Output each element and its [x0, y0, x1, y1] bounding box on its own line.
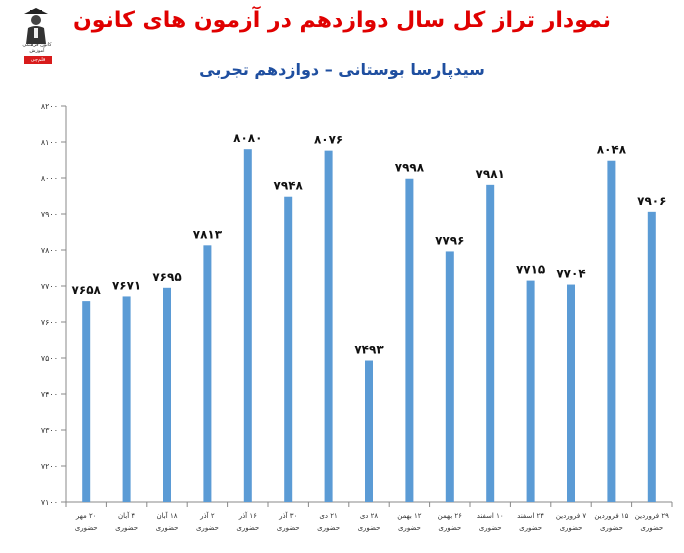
logo-icon [14, 6, 58, 58]
y-tick-label: ۷۷۰۰ [41, 282, 58, 291]
logo-text: کانون فرهنگی آموزش [22, 42, 52, 54]
bar [324, 150, 333, 502]
y-tick-label: ۷۱۰۰ [41, 498, 58, 507]
data-label: ۷۶۷۱ [112, 278, 141, 292]
data-label: ۷۶۵۸ [72, 283, 102, 297]
data-label: ۷۶۹۵ [152, 270, 181, 284]
bar [445, 251, 454, 502]
data-label: ۷۹۴۸ [274, 179, 304, 193]
data-label: ۸۰۴۸ [597, 143, 627, 157]
x-tick-label-mode: حضوری [196, 524, 219, 532]
data-label: ۷۹۰۶ [637, 194, 666, 208]
x-tick-label-date: ۲۹ فروردین [635, 512, 669, 520]
bar [607, 160, 616, 502]
x-tick-label-mode: حضوری [560, 524, 583, 532]
x-tick-label-mode: حضوری [236, 524, 259, 532]
x-tick-label-date: ۷ فروردین [556, 512, 587, 520]
x-tick-label-mode: حضوری [317, 524, 340, 532]
y-tick-label: ۷۸۰۰ [41, 246, 58, 255]
x-tick-label-mode: حضوری [115, 524, 138, 532]
x-tick-label-mode: حضوری [358, 524, 381, 532]
data-label: ۷۷۰۴ [556, 267, 585, 281]
bar [405, 178, 414, 502]
data-label: ۷۴۹۳ [354, 343, 384, 357]
bar [567, 284, 575, 502]
chart-title: نمودار تراز کل سال دوازدهم در آزمون های … [72, 8, 612, 33]
bar [122, 296, 131, 502]
y-tick-label: ۷۵۰۰ [41, 354, 58, 363]
x-tick-label-date: ۲ آذر [199, 511, 215, 520]
y-tick-label: ۷۴۰۰ [41, 390, 58, 399]
y-tick-label: ۸۲۰۰ [41, 102, 58, 111]
x-tick-label-date: ۱۸ آبان [157, 511, 178, 520]
x-tick-label-date: ۱۲ بهمن [397, 512, 422, 520]
data-label: ۷۸۱۳ [193, 227, 223, 241]
bar [243, 149, 252, 502]
x-tick-label-date: ۳۰ آذر [278, 511, 297, 520]
x-tick-label-date: ۲۱ دی [319, 512, 337, 520]
data-label: ۷۷۹۶ [435, 233, 464, 247]
y-tick-label: ۷۹۰۰ [41, 210, 58, 219]
bar [82, 301, 91, 502]
y-tick-label: ۷۶۰۰ [41, 318, 58, 327]
x-tick-label-mode: حضوری [519, 524, 542, 532]
data-label: ۸۰۸۰ [233, 131, 262, 145]
x-tick-label-mode: حضوری [438, 524, 461, 532]
x-tick-label-date: ۲۰ مهر [75, 512, 97, 520]
bar [526, 280, 535, 502]
bar [203, 245, 212, 502]
logo-badge: قلم‌چی [24, 56, 52, 64]
x-tick-label-mode: حضوری [600, 524, 623, 532]
x-tick-label-mode: حضوری [156, 524, 179, 532]
x-tick-label-date: ۲۴ اسفند [517, 512, 544, 520]
bar [284, 196, 293, 502]
y-tick-label: ۷۲۰۰ [41, 462, 58, 471]
y-tick-label: ۸۱۰۰ [41, 138, 58, 147]
bar [486, 184, 495, 502]
x-tick-label-mode: حضوری [75, 524, 98, 532]
bar [163, 287, 171, 502]
bar [365, 360, 373, 502]
data-label: ۸۰۷۶ [314, 133, 343, 147]
y-tick-label: ۷۳۰۰ [41, 426, 58, 435]
bar [647, 211, 656, 502]
data-label: ۷۷۱۵ [516, 263, 545, 277]
x-tick-label-date: ۴ آبان [118, 511, 135, 520]
x-tick-label-mode: حضوری [398, 524, 421, 532]
x-tick-label-date: ۱۵ فروردین [594, 512, 628, 520]
x-tick-label-mode: حضوری [479, 524, 502, 532]
x-tick-label-mode: حضوری [640, 524, 663, 532]
chart-subtitle: سیدپارسا بوستانی – دوازدهم تجربی [199, 60, 485, 79]
y-tick-label: ۸۰۰۰ [41, 174, 58, 183]
x-tick-label-date: ۲۸ دی [360, 512, 379, 520]
data-label: ۷۹۸۱ [476, 167, 505, 181]
x-tick-label-date: ۱۶ آذر [238, 511, 257, 520]
x-tick-label-date: ۱۰ اسفند [477, 512, 504, 520]
x-tick-label-date: ۲۶ بهمن [438, 512, 463, 520]
x-tick-label-mode: حضوری [277, 524, 300, 532]
data-label: ۷۹۹۸ [395, 161, 425, 175]
